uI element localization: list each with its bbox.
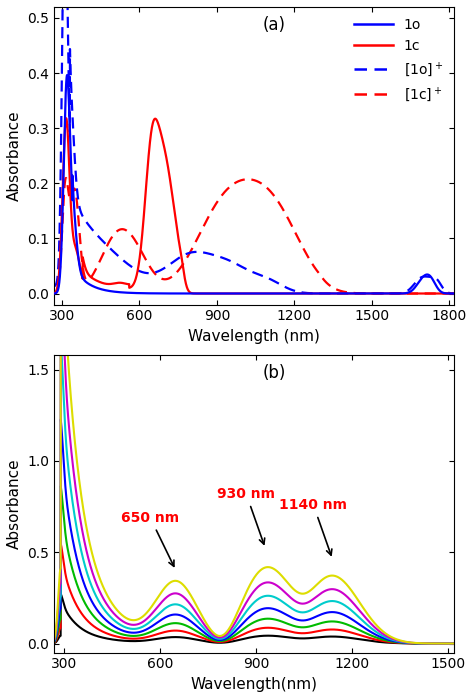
Text: 1140 nm: 1140 nm [280,498,347,555]
X-axis label: Wavelength(nm): Wavelength(nm) [191,677,318,692]
Y-axis label: Absorbance: Absorbance [7,110,22,201]
Text: (a): (a) [262,16,285,34]
Y-axis label: Absorbance: Absorbance [7,459,22,549]
Text: 650 nm: 650 nm [121,511,179,566]
X-axis label: Wavelength (nm): Wavelength (nm) [188,329,320,344]
Legend: 1o, 1c, [1o]$^+$, [1c]$^+$: 1o, 1c, [1o]$^+$, [1c]$^+$ [350,14,447,108]
Text: 930 nm: 930 nm [217,487,275,545]
Text: (b): (b) [262,364,286,382]
